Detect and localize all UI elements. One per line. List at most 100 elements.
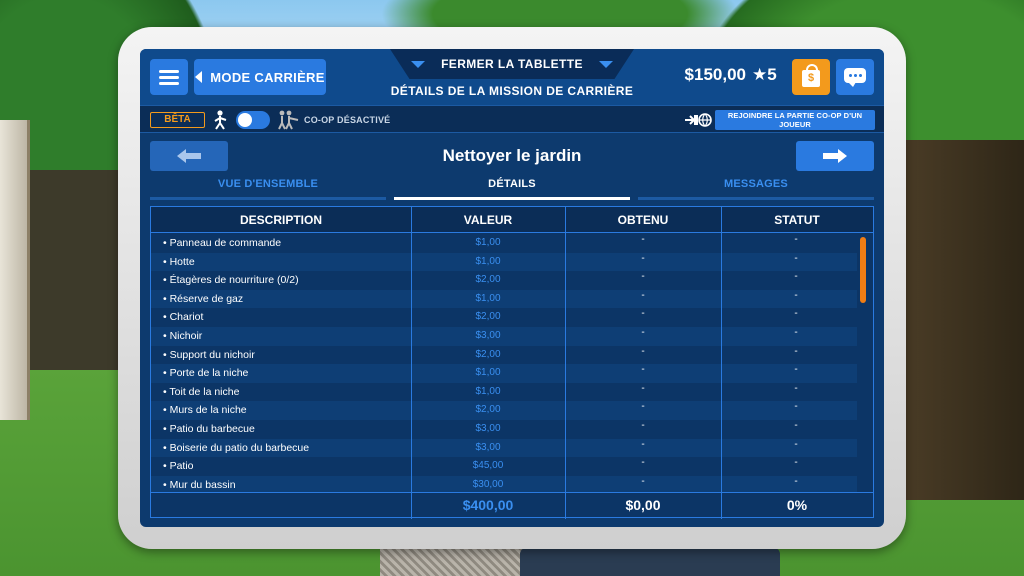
row-description: • Chariot — [163, 311, 204, 324]
row-earned: - — [641, 457, 645, 469]
table-body[interactable]: • Panneau de commande $1,00 - - • Hotte $1,00… — [151, 234, 873, 492]
coop-toggle[interactable] — [236, 111, 270, 129]
row-value: $1,00 — [475, 237, 501, 248]
career-mode-button[interactable]: MODE CARRIÈRE — [194, 59, 326, 95]
row-value: $3,00 — [475, 441, 501, 453]
table-row: • Étagères de nourriture (0/2) $2,00 - - — [151, 271, 857, 290]
table-row: • Mur du bassin $30,00 - - — [151, 475, 857, 492]
column-header-status: STATUT — [774, 213, 820, 227]
row-description: • Mur du bassin — [163, 478, 236, 491]
row-value: $2,00 — [475, 311, 501, 323]
close-tablet-button[interactable]: FERMER LA TABLETTE — [390, 49, 634, 79]
coop-status-label: CO-OP DÉSACTIVÉ — [304, 115, 391, 125]
row-status: - — [794, 475, 798, 487]
table-row: • Support du nichoir $2,00 - - — [151, 346, 857, 365]
table-row: • Hotte $1,00 - - — [151, 252, 857, 272]
row-earned: - — [641, 252, 645, 264]
table-totals: $400,00 $0,00 0% — [151, 492, 873, 517]
row-description: • Nichoir — [163, 330, 203, 342]
table-header: DESCRIPTION VALEUR OBTENU STATUT — [151, 207, 873, 233]
row-status: - — [794, 271, 798, 283]
page-title: DÉTAILS DE LA MISSION DE CARRIÈRE — [390, 84, 634, 98]
row-earned: - — [641, 420, 645, 431]
table-row: • Toit de la niche $1,00 - - — [151, 383, 857, 402]
row-earned: - — [641, 234, 645, 245]
scrollbar[interactable] — [857, 235, 869, 491]
tablet-header: MODE CARRIÈRE FERMER LA TABLETTE DÉTAILS… — [140, 49, 884, 105]
row-value: $1,00 — [475, 255, 501, 267]
row-status: - — [794, 364, 798, 376]
row-status: - — [794, 401, 798, 413]
table-row: • Porte de la niche $1,00 - - — [151, 364, 857, 383]
chevron-down-icon — [598, 60, 613, 68]
row-earned: - — [641, 308, 645, 320]
table-row: • Nichoir $3,00 - - — [151, 327, 857, 346]
chat-button[interactable] — [836, 59, 874, 95]
garden-wall — [904, 140, 1024, 500]
total-status: 0% — [786, 497, 808, 513]
single-player-icon — [214, 110, 227, 130]
row-value: $2,00 — [475, 404, 501, 416]
row-earned: - — [641, 475, 645, 487]
row-status: - — [794, 252, 798, 264]
close-tablet-label: FERMER LA TABLETTE — [441, 57, 583, 71]
previous-mission-button[interactable] — [150, 141, 228, 171]
beta-badge: BÊTA — [150, 112, 205, 128]
tablet-screen: MODE CARRIÈRE FERMER LA TABLETTE DÉTAILS… — [140, 49, 884, 527]
coop-bar: BÊTA CO-OP DÉSACTIVÉ REJOINDRE LA PARTIE… — [140, 105, 884, 133]
shopping-bag-icon: $ — [802, 64, 820, 87]
menu-button[interactable] — [150, 59, 188, 95]
row-status: - — [794, 234, 798, 245]
tab-overview[interactable]: VUE D'ENSEMBLE — [150, 178, 386, 200]
row-earned: - — [641, 327, 645, 338]
column-header-value: VALEUR — [463, 213, 513, 227]
row-description: • Patio du barbecue — [163, 423, 255, 435]
join-globe-icon — [685, 113, 712, 127]
next-mission-button[interactable] — [796, 141, 874, 171]
cart — [520, 548, 780, 576]
column-divider — [411, 207, 412, 519]
table-row: • Patio du barbecue $3,00 - - — [151, 420, 857, 439]
hamburger-icon — [159, 82, 179, 85]
row-earned: - — [641, 345, 645, 357]
row-description: • Toit de la niche — [163, 385, 240, 398]
row-value: $1,00 — [475, 367, 501, 379]
row-description: • Hotte — [163, 255, 195, 268]
table-row: • Panneau de commande $1,00 - - — [151, 234, 857, 253]
table-row: • Réserve de gaz $1,00 - - — [151, 289, 857, 309]
row-value: $2,00 — [475, 348, 501, 360]
star-count: ★5 — [752, 65, 777, 84]
row-value: $45,00 — [472, 460, 504, 472]
row-description: • Porte de la niche — [163, 367, 249, 380]
career-mode-label: MODE CARRIÈRE — [210, 69, 325, 85]
row-description: • Panneau de commande — [163, 237, 282, 249]
row-status: - — [794, 289, 798, 301]
mission-details-table: DESCRIPTION VALEUR OBTENU STATUT • Panne… — [150, 206, 874, 519]
row-status: - — [794, 345, 798, 357]
total-earned: $0,00 — [625, 497, 661, 513]
house-wall — [0, 120, 30, 420]
row-value: $3,00 — [475, 330, 501, 341]
join-coop-button[interactable]: REJOINDRE LA PARTIE CO-OP D'UN JOUEUR — [715, 110, 875, 130]
chat-bubble-icon — [844, 68, 866, 87]
row-description: • Boiserie du patio du barbecue — [163, 441, 310, 454]
arrow-right-icon — [823, 149, 847, 163]
row-status: - — [794, 382, 798, 394]
column-header-earned: OBTENU — [617, 213, 669, 227]
row-earned: - — [641, 364, 645, 376]
column-divider — [721, 207, 722, 519]
column-divider — [565, 207, 566, 519]
tab-messages[interactable]: MESSAGES — [638, 178, 874, 200]
table-row: • Patio $45,00 - - — [151, 457, 857, 476]
table-row: • Chariot $2,00 - - — [151, 308, 857, 327]
shop-button[interactable]: $ — [792, 59, 830, 95]
tab-details[interactable]: DÉTAILS — [394, 178, 630, 200]
money-balance: $150,00 — [684, 65, 746, 84]
row-status: - — [794, 308, 798, 320]
tab-details-label: DÉTAILS — [488, 178, 536, 190]
column-header-description: DESCRIPTION — [239, 213, 322, 227]
scrollbar-thumb[interactable] — [860, 237, 866, 303]
row-earned: - — [641, 401, 645, 413]
row-earned: - — [641, 382, 645, 394]
row-status: - — [794, 327, 798, 338]
